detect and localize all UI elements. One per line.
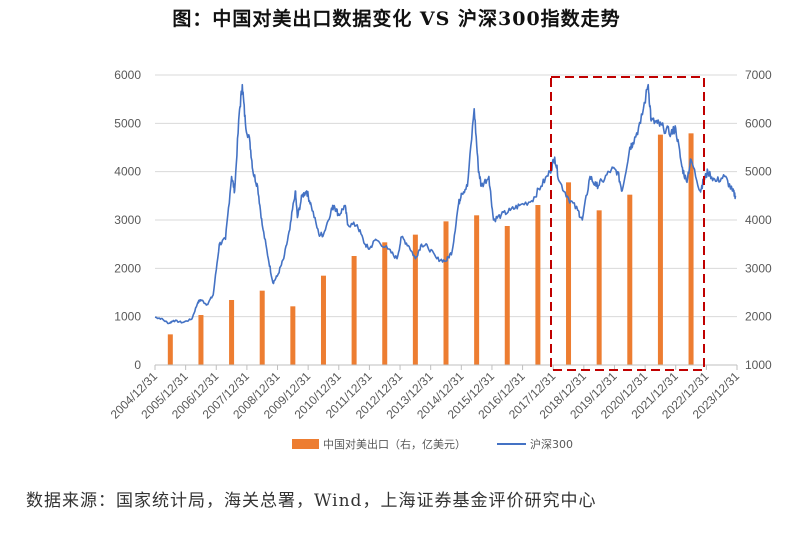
right-axis-tick: 1000	[745, 358, 772, 372]
left-axis-tick: 1000	[114, 310, 141, 324]
left-axis-tick: 2000	[114, 261, 141, 275]
bar-exports-2008	[259, 290, 265, 365]
bar-exports-2010	[320, 275, 326, 365]
left-axis-tick: 3000	[114, 213, 141, 227]
legend-label-exports: 中国对美出口（右，亿美元）	[323, 437, 466, 451]
bar-exports-2009	[290, 306, 296, 365]
bar-exports-2012	[382, 242, 388, 365]
bar-exports-2005	[167, 334, 173, 365]
chart-title: 图：中国对美出口数据变化 VS 沪深300指数走势	[172, 8, 621, 30]
right-axis-tick: 3000	[745, 261, 772, 275]
left-axis-tick: 5000	[114, 116, 141, 130]
bar-exports-2006	[198, 315, 204, 365]
left-axis-tick: 6000	[114, 68, 141, 82]
bar-exports-2019	[596, 210, 602, 365]
bar-exports-2021	[657, 134, 663, 365]
bar-exports-2018	[566, 182, 572, 365]
data-source-note: 数据来源：国家统计局，海关总署，Wind，上海证券基金评价研究中心	[26, 491, 597, 511]
legend-swatch-exports	[292, 439, 319, 449]
right-axis-tick: 5000	[745, 165, 772, 179]
bar-exports-2013	[412, 234, 418, 365]
right-axis-tick: 6000	[745, 116, 772, 130]
left-axis-tick: 4000	[114, 165, 141, 179]
line-csi300	[154, 83, 737, 325]
bar-exports-2007	[229, 299, 235, 365]
right-axis-tick: 7000	[745, 68, 772, 82]
right-axis-tick: 4000	[745, 213, 772, 227]
line-series	[154, 83, 737, 325]
bar-exports-2014	[443, 221, 449, 365]
bar-exports-2017	[535, 205, 541, 365]
highlight-box	[550, 76, 705, 371]
bar-exports-2020	[627, 194, 633, 365]
bar-exports-2016	[504, 225, 510, 365]
bar-series	[167, 133, 694, 365]
right-axis-tick: 2000	[745, 310, 772, 324]
bar-exports-2015	[474, 215, 480, 365]
bar-exports-2022	[688, 133, 694, 365]
legend: 中国对美出口（右，亿美元） 沪深300	[292, 437, 573, 451]
left-axis-tick: 0	[134, 358, 141, 372]
axes: 0 1000 2000 3000 4000 5000 6000 1000 2000 3000 400…	[108, 68, 772, 422]
bar-exports-2011	[351, 256, 357, 365]
legend-label-csi300: 沪深300	[530, 437, 573, 451]
